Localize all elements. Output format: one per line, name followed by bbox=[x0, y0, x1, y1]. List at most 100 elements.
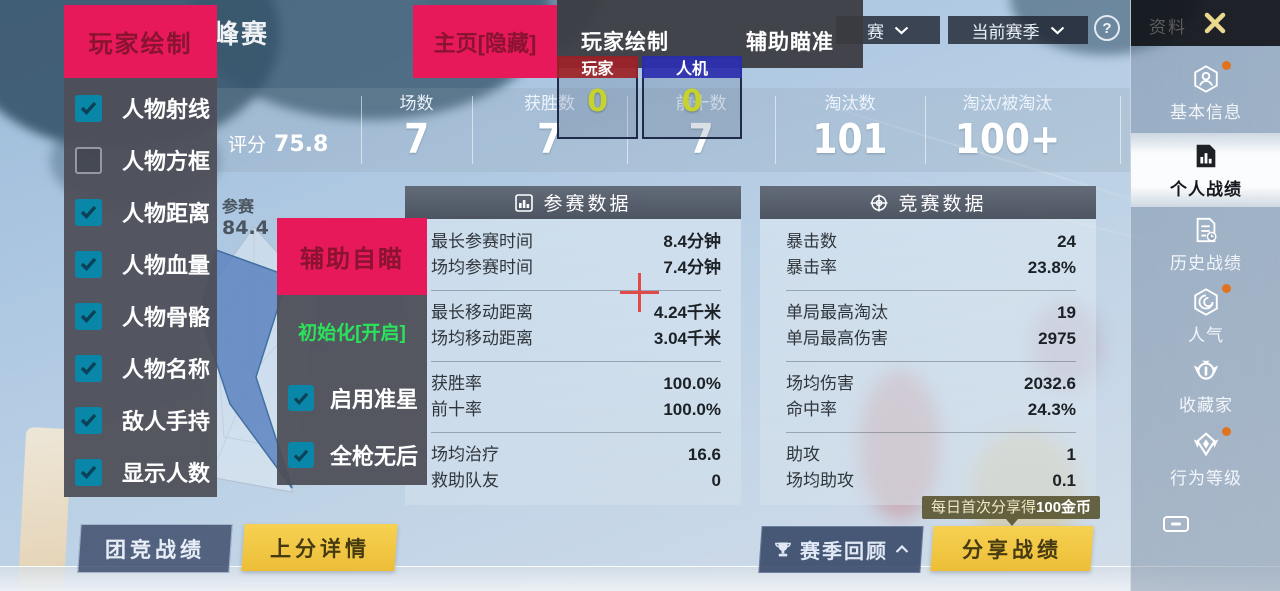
card-icon[interactable] bbox=[1163, 516, 1189, 532]
esp-option-row[interactable]: 显示人数 bbox=[64, 454, 217, 490]
sidebar-item-basic-info[interactable]: 基本信息 bbox=[1131, 58, 1280, 128]
checkbox-checked-icon[interactable] bbox=[75, 458, 102, 486]
checkbox-checked-icon[interactable] bbox=[288, 442, 314, 468]
help-icon[interactable]: ? bbox=[1094, 15, 1120, 41]
esp-option-row[interactable]: 人物血量 bbox=[64, 246, 217, 282]
sidebar-item-history-stats[interactable]: 历史战绩 bbox=[1131, 210, 1280, 278]
profile-hex-icon bbox=[1189, 61, 1231, 95]
row-value: 1 bbox=[1066, 445, 1076, 464]
rating-label: 评分 bbox=[228, 135, 267, 156]
row-label: 场均移动距离 bbox=[431, 329, 533, 348]
esp-option-row[interactable]: 人物骨骼 bbox=[64, 298, 217, 334]
tab-esp[interactable]: 玩家绘制 bbox=[581, 31, 669, 54]
checkbox-checked-icon[interactable] bbox=[75, 250, 102, 278]
stat-divider bbox=[925, 96, 926, 164]
checkbox-checked-icon[interactable] bbox=[75, 302, 102, 330]
panel-header: 参赛数据 bbox=[405, 186, 741, 219]
aim-option-label: 全枪无后 bbox=[330, 444, 419, 469]
row-value: 2975 bbox=[1038, 329, 1076, 348]
esp-option-row[interactable]: 人物名称 bbox=[64, 350, 217, 386]
stat-matches: 场数 7 bbox=[361, 92, 472, 162]
checkbox-checked-icon[interactable] bbox=[75, 198, 102, 226]
button-label: 上分详情 bbox=[269, 537, 370, 561]
data-row: 暴击数 24 bbox=[786, 229, 1076, 255]
stat-value: 101 bbox=[812, 115, 888, 163]
row-label: 前十率 bbox=[431, 400, 482, 419]
chevron-up-icon bbox=[895, 545, 909, 553]
sidebar-item-collector[interactable]: 收藏家 bbox=[1131, 353, 1280, 418]
season-review-button[interactable]: 赛季回顾 bbox=[758, 526, 924, 573]
row-value: 0 bbox=[711, 471, 721, 490]
radar-value: 84.4 bbox=[222, 217, 269, 239]
row-label: 最长参赛时间 bbox=[431, 232, 533, 251]
rating-score: 评分 75.8 bbox=[228, 130, 328, 157]
esp-option-row[interactable]: 敌人手持 bbox=[64, 402, 217, 438]
notification-badge bbox=[1222, 61, 1231, 70]
row-divider bbox=[786, 432, 1076, 433]
row-label: 暴击数 bbox=[786, 232, 837, 251]
bar-chart-icon bbox=[515, 193, 534, 212]
checkbox-checked-icon[interactable] bbox=[75, 94, 102, 122]
aim-init-status[interactable]: 初始化[开启] bbox=[298, 323, 406, 344]
aim-option-row[interactable]: 启用准星 bbox=[277, 380, 427, 416]
notification-badge bbox=[1222, 283, 1231, 293]
cheat-home-button[interactable]: 主页[隐藏] bbox=[413, 5, 557, 78]
row-label: 救助队友 bbox=[431, 471, 499, 490]
sidebar-item-popularity[interactable]: 人气 bbox=[1131, 283, 1280, 348]
row-label: 获胜率 bbox=[431, 374, 482, 393]
season-dropdown-label: 当前赛季 bbox=[971, 22, 1040, 42]
rank-details-button[interactable]: 上分详情 bbox=[241, 524, 398, 571]
checkbox-unchecked-icon[interactable] bbox=[75, 146, 102, 174]
row-label: 暴击率 bbox=[786, 258, 837, 277]
panel-body: 最长参赛时间 8.4分钟 场均参赛时间 7.4分钟 最长移动距离 4.24千米 场均移… bbox=[405, 219, 741, 505]
sidebar-item-personal-stats[interactable]: 个人战绩 bbox=[1131, 133, 1280, 207]
esp-option-label: 人物射线 bbox=[122, 97, 211, 122]
row-value: 24 bbox=[1057, 232, 1076, 251]
player-kill-counter: 玩家 0 bbox=[557, 56, 638, 139]
data-row: 命中率 24.3% bbox=[786, 397, 1076, 423]
row-label: 场均治疗 bbox=[431, 445, 499, 464]
checkbox-checked-icon[interactable] bbox=[288, 385, 314, 411]
esp-option-row[interactable]: 人物方框 bbox=[64, 142, 217, 178]
row-value: 19 bbox=[1057, 303, 1076, 322]
row-value: 23.8% bbox=[1027, 258, 1076, 277]
esp-option-row[interactable]: 人物射线 bbox=[64, 90, 217, 126]
close-icon[interactable] bbox=[1199, 7, 1231, 39]
aim-option-row[interactable]: 全枪无后 bbox=[277, 437, 427, 473]
radar-label: 参赛 bbox=[222, 199, 255, 216]
row-value: 24.3% bbox=[1027, 400, 1076, 419]
row-value: 4.24千米 bbox=[653, 303, 721, 322]
chevron-down-icon bbox=[1050, 26, 1064, 34]
row-value: 8.4分钟 bbox=[663, 232, 721, 251]
page-title: 峰赛 bbox=[213, 19, 270, 49]
row-value: 3.04千米 bbox=[653, 329, 721, 348]
tooltip-arrow bbox=[1006, 519, 1018, 526]
aim-option-label: 启用准星 bbox=[330, 387, 419, 412]
bot-kill-counter: 人机 0 bbox=[642, 56, 742, 139]
row-divider bbox=[431, 290, 721, 291]
data-row: 场均助攻 0.1 bbox=[786, 468, 1076, 494]
tooltip-text: 每日首次分享得 bbox=[931, 499, 1037, 516]
esp-option-label: 人物方框 bbox=[122, 149, 211, 174]
share-stats-button[interactable]: 分享战绩 bbox=[930, 526, 1094, 571]
aim-menu-title[interactable]: 辅助自瞄 bbox=[277, 218, 427, 295]
row-divider bbox=[786, 290, 1076, 291]
tab-aim-assist[interactable]: 辅助瞄准 bbox=[746, 31, 834, 54]
data-row: 最长移动距离 4.24千米 bbox=[431, 300, 721, 326]
checkbox-checked-icon[interactable] bbox=[75, 354, 102, 382]
esp-option-row[interactable]: 人物距离 bbox=[64, 194, 217, 230]
stat-label: 淘汰数 bbox=[824, 94, 876, 113]
esp-menu-title[interactable]: 玩家绘制 bbox=[64, 5, 217, 78]
season-dropdown[interactable]: 当前赛季 bbox=[948, 16, 1088, 44]
checkbox-checked-icon[interactable] bbox=[75, 406, 102, 434]
data-row: 场均伤害 2032.6 bbox=[786, 371, 1076, 397]
stat-kd: 淘汰/被淘汰 100+ bbox=[925, 92, 1090, 162]
stat-value: 7 bbox=[688, 115, 714, 163]
data-row: 救助队友 0 bbox=[431, 468, 721, 494]
esp-menu-panel: 人物射线 人物方框 人物距离 人物血量 人物骨骼 人物名称 敌人手持 显示人数 bbox=[64, 78, 217, 497]
team-stats-button[interactable]: 团竞战绩 bbox=[77, 524, 233, 573]
row-label: 单局最高淘汰 bbox=[786, 303, 888, 322]
sidebar-item-conduct-level[interactable]: 行为等级 bbox=[1131, 425, 1280, 493]
sidebar-header-label: 资料 bbox=[1149, 18, 1187, 37]
panel-body: 暴击数 24 暴击率 23.8% 单局最高淘汰 19 单局最高伤害 2975 场均伤害 2… bbox=[760, 219, 1096, 505]
